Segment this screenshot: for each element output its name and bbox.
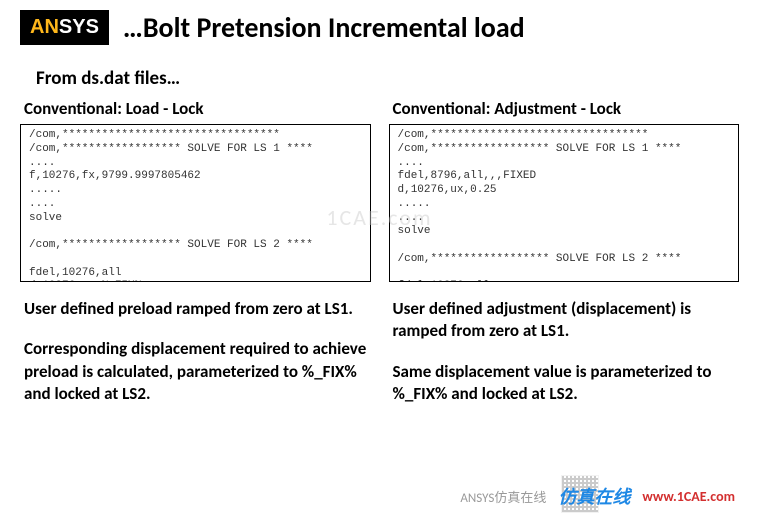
left-desc-1: User defined preload ramped from zero at… (20, 298, 371, 320)
ansys-logo: ANSYS (20, 10, 109, 45)
left-desc-2: Corresponding displacement required to a… (20, 338, 371, 405)
right-col-title: Conventional: Adjustment - Lock (389, 98, 740, 119)
footer: ANSYS仿真在线 仿真在线 www.1CAE.com (460, 483, 735, 509)
left-col-title: Conventional: Load - Lock (20, 98, 371, 119)
right-desc-2: Same displacement value is parameterized… (389, 361, 740, 406)
subtitle: From ds.dat files… (36, 67, 759, 90)
right-code-box: /com,********************************* /… (389, 124, 740, 282)
logo-an: AN (30, 16, 59, 38)
left-code-box: /com,********************************* /… (20, 124, 371, 282)
right-desc-1: User defined adjustment (displacement) i… (389, 298, 740, 343)
footer-cn: 仿真在线 (558, 483, 630, 509)
page-title: …Bolt Pretension Incremental load (123, 10, 525, 45)
watermark-center: 1CAE.com (326, 204, 432, 231)
logo-sys: SYS (59, 16, 99, 38)
footer-url: www.1CAE.com (642, 488, 735, 505)
header: ANSYS …Bolt Pretension Incremental load (0, 0, 759, 51)
columns: Conventional: Load - Lock /com,*********… (0, 98, 759, 406)
right-column: Conventional: Adjustment - Lock /com,***… (389, 98, 740, 406)
footer-wm: ANSYS仿真在线 (460, 487, 546, 506)
left-column: Conventional: Load - Lock /com,*********… (20, 98, 371, 406)
